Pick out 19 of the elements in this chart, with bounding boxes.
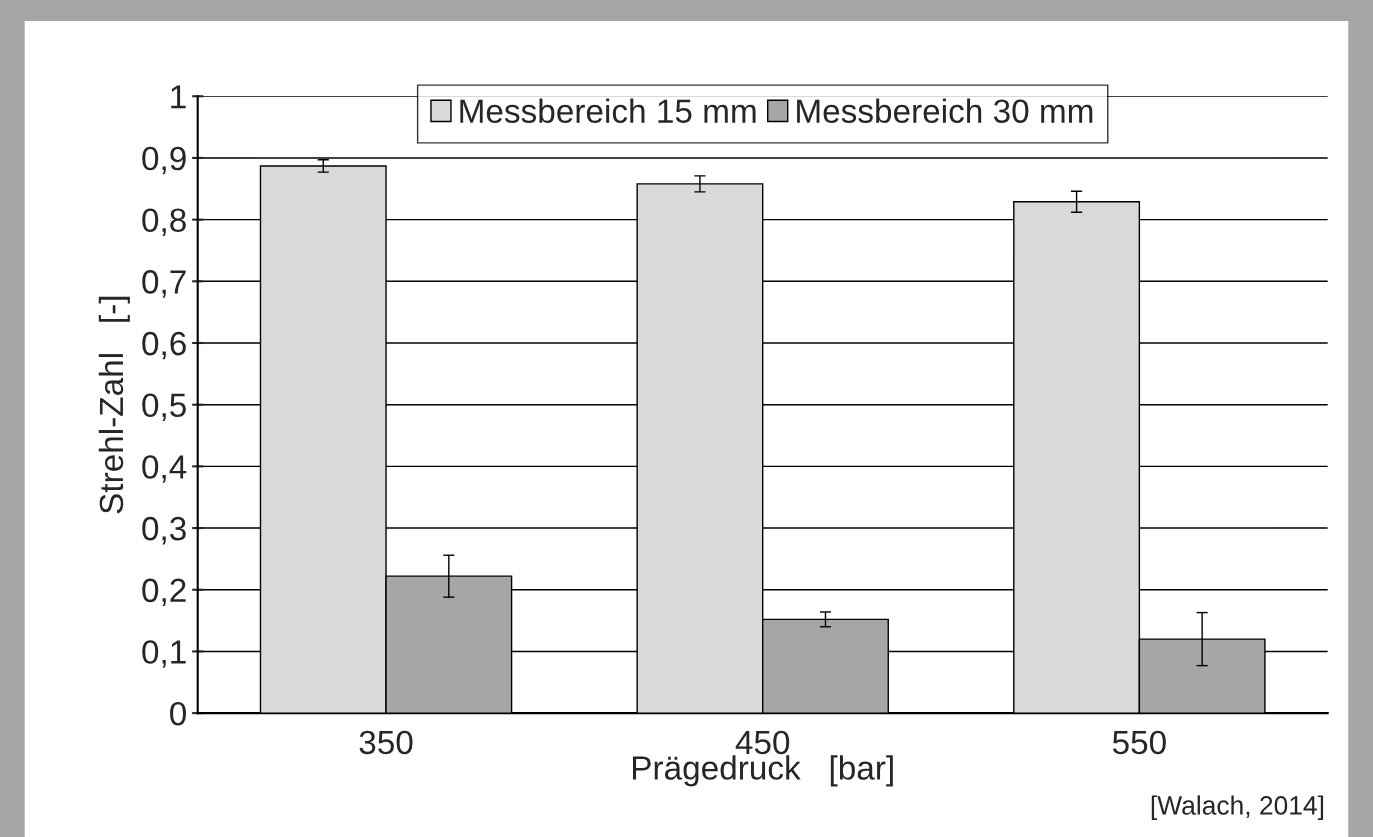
x-tick-label: 450 xyxy=(735,730,790,755)
legend-label: Messbereich 15 mm xyxy=(460,98,756,123)
y-axis-title: Strehl-Zahl [-] xyxy=(98,296,130,514)
text: [Walach, 2014] xyxy=(1151,795,1324,820)
legend-label: Messbereich 30 mm xyxy=(797,98,1093,123)
y-tick-label: 0,4 xyxy=(142,455,187,483)
y-tick-label: 0,7 xyxy=(142,270,186,298)
x-tick-label: 350 xyxy=(359,730,413,755)
y-tick-label: 0,9 xyxy=(142,146,186,175)
y-tick-label: 0,2 xyxy=(142,578,186,607)
y-tick-label: 0,3 xyxy=(142,516,186,545)
y-tick-label: 0,1 xyxy=(142,640,186,668)
y-tick-label: 0,6 xyxy=(142,331,186,360)
y-tick-label: 1 xyxy=(171,85,186,109)
x-tick-label: 550 xyxy=(1112,730,1166,755)
y-tick-label: 0 xyxy=(170,701,186,726)
y-tick-label: 0,8 xyxy=(142,208,186,236)
x-axis-title: Prägedruck [bar] xyxy=(632,755,893,787)
y-tick-label: 0,5 xyxy=(142,393,186,422)
